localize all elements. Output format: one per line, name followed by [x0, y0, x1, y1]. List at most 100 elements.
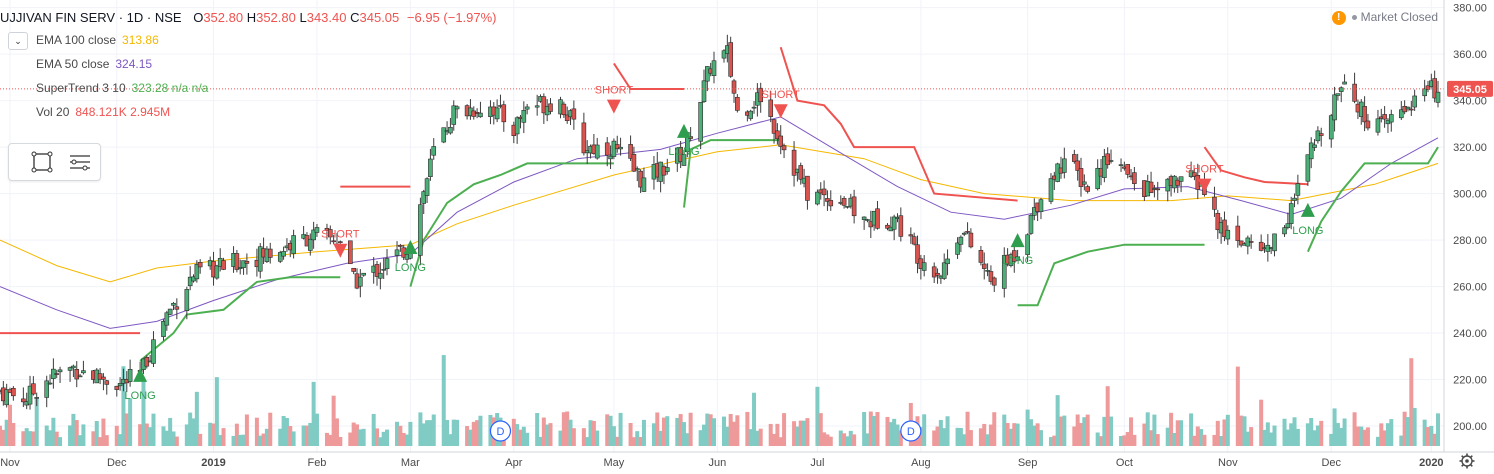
candle-up [748, 110, 753, 119]
supertrend-up-segment [139, 276, 341, 362]
volume-bar [441, 355, 446, 446]
supertrend-down-segment [1203, 146, 1308, 186]
candle-down [1125, 164, 1131, 175]
candle-up [664, 167, 670, 172]
indicator-ema100[interactable]: EMA 100 close 313.86 [36, 33, 159, 47]
volume-bar [678, 414, 683, 446]
volume-bar [354, 424, 359, 446]
list-settings-icon[interactable] [67, 150, 93, 174]
indicator-volume[interactable]: Vol 20 848.121K 2.945M [36, 105, 170, 119]
candle-down [1155, 188, 1161, 191]
high-value: 352.80 [256, 10, 296, 25]
volume-bar [722, 416, 727, 446]
volume-bar [231, 435, 236, 446]
volume-bar [822, 432, 827, 446]
volume-bar [431, 414, 436, 446]
dividend-marker[interactable] [489, 420, 512, 442]
volume-bar [548, 423, 553, 446]
candle-up [1028, 214, 1034, 234]
indicator-name: EMA 50 close [36, 57, 110, 71]
volume-bar [1155, 434, 1160, 446]
gear-icon[interactable] [1459, 453, 1475, 469]
indicator-ema50[interactable]: EMA 50 close 324.15 [36, 57, 152, 71]
candle-up [27, 385, 33, 405]
volume-bar [254, 417, 259, 446]
volume-bar [815, 386, 820, 446]
candle-down [798, 165, 804, 180]
volume-bar [1102, 416, 1107, 446]
volume-bar [1189, 413, 1194, 446]
volume-bar [611, 426, 616, 446]
volume-bar [451, 419, 456, 446]
volume-bar [0, 425, 2, 446]
chevron-down-icon[interactable]: ⌄ [8, 32, 28, 50]
candle-down [1409, 108, 1414, 111]
volume-bar [1402, 411, 1407, 446]
price-axis[interactable]: 380.00 360.00 340.00 320.00 300.00 280.00 260.… [1443, 0, 1487, 452]
volume-bar [1169, 412, 1174, 446]
time-axis[interactable]: Nov Dec 2019 Feb Mar Apr May Jun Jul Aug Sep Oct Nov… [0, 451, 1494, 469]
dividend-marker-label: D [907, 426, 915, 438]
dividend-marker-label: D [496, 426, 504, 438]
candle-down [348, 240, 353, 265]
volume-bar [778, 437, 783, 446]
candle-down [74, 369, 80, 380]
volume-bar [898, 430, 903, 446]
volume-bar [985, 434, 990, 446]
candle-down [981, 263, 987, 269]
price-tick-label: 300.00 [1453, 189, 1487, 201]
candle-down [915, 244, 920, 264]
time-tick-label: Nov [1218, 457, 1238, 469]
volume-bar [348, 432, 353, 446]
indicator-supertrend[interactable]: SuperTrend 3 10 323.28 n/a n/a [36, 81, 208, 95]
candle-down [778, 135, 784, 147]
candle-up [1435, 91, 1441, 103]
candle-up [1225, 229, 1231, 240]
indicator-value: 323.28 n/a n/a [131, 81, 209, 95]
candle-up [705, 66, 710, 82]
alert-icon[interactable]: ! [1331, 10, 1346, 25]
volume-bar [1072, 426, 1077, 446]
volume-bar [161, 426, 166, 446]
candle-up [241, 260, 246, 268]
candle-up [171, 302, 176, 306]
candle-down [1432, 78, 1437, 99]
candle-up [494, 107, 500, 120]
gear-icon-hub [1465, 459, 1469, 463]
candle-up [698, 101, 703, 142]
status-dot-icon [1351, 15, 1357, 21]
time-tick-label: Nov [0, 457, 20, 469]
volume-bar [1152, 414, 1157, 446]
volume-bar [1399, 435, 1404, 446]
candle-up [424, 178, 430, 196]
candle-up [1405, 106, 1411, 110]
symbol-header: UJJIVAN FIN SERV · 1D · NSE O352.80 H352… [0, 10, 497, 25]
volume-bar [151, 413, 156, 446]
candle-down [851, 196, 857, 217]
volume-bar [21, 431, 26, 446]
candle-up [1282, 227, 1287, 235]
volume-bar [1249, 427, 1254, 446]
volume-bar [351, 422, 356, 446]
gear-icon-tooth [1461, 463, 1465, 467]
volume-bar [802, 420, 807, 446]
candle-up [701, 80, 707, 103]
candle-up [451, 105, 457, 125]
rectangle-select-icon[interactable] [29, 150, 55, 174]
volume-bar [238, 434, 243, 446]
dividend-marker[interactable] [900, 420, 922, 442]
candle-down [1148, 181, 1154, 193]
candle-down [571, 108, 577, 120]
volume-bar [875, 411, 880, 446]
volume-bar [334, 418, 339, 446]
low-label: L [299, 10, 307, 25]
volume-bar [244, 414, 249, 446]
candle-down [988, 271, 994, 282]
candle-up [865, 219, 870, 221]
volume-bar [1309, 417, 1314, 446]
candle-up [34, 397, 40, 399]
volume-bar [701, 424, 706, 446]
candle-up [594, 144, 600, 159]
